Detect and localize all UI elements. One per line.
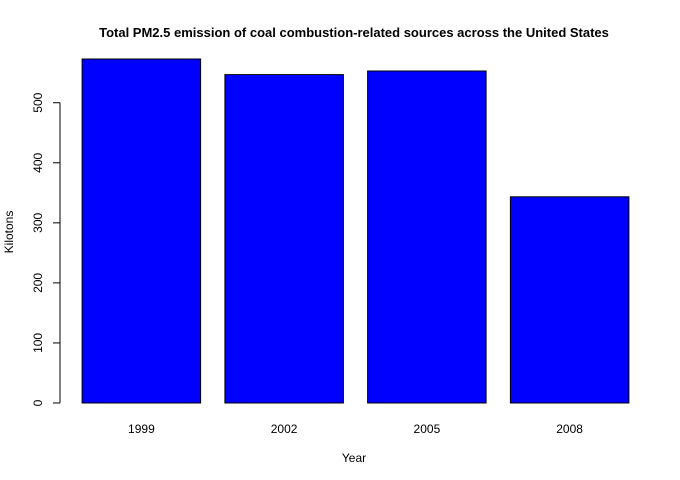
- y-tick-label-300: 300: [31, 212, 45, 232]
- bar-2008: [509, 196, 630, 404]
- y-axis: 0 100 200 300 400 500: [31, 92, 61, 406]
- y-axis-label: Kilotons: [2, 211, 16, 254]
- y-tick-label-0: 0: [31, 399, 45, 406]
- chart-title: Total PM2.5 emission of coal combustion-…: [99, 25, 609, 40]
- bar-2005: [367, 70, 487, 404]
- bar-2002: [224, 74, 344, 404]
- y-tick-label-400: 400: [31, 152, 45, 172]
- bar-1999: [81, 58, 202, 404]
- y-tick-label-100: 100: [31, 333, 45, 353]
- x-tick-label-2005: 2005: [414, 422, 441, 436]
- x-tick-labels: 1999 2002 2005 2008: [128, 422, 583, 436]
- x-tick-label-2008: 2008: [556, 422, 583, 436]
- x-tick-label-2002: 2002: [271, 422, 298, 436]
- x-axis-label: Year: [342, 451, 366, 465]
- x-tick-label-1999: 1999: [128, 422, 155, 436]
- y-tick-label-500: 500: [31, 92, 45, 112]
- bars-group: [81, 58, 630, 404]
- y-tick-label-200: 200: [31, 273, 45, 293]
